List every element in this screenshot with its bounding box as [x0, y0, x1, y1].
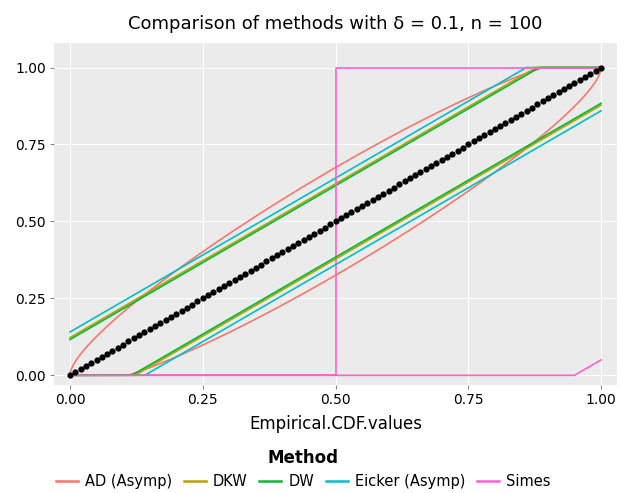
Legend: AD (Asymp), DKW, DW, Eicker (Asymp), Simes: AD (Asymp), DKW, DW, Eicker (Asymp), Sim…	[50, 443, 557, 493]
Title: Comparison of methods with δ = 0.1, n = 100: Comparison of methods with δ = 0.1, n = …	[129, 15, 543, 33]
X-axis label: Empirical.CDF.values: Empirical.CDF.values	[249, 415, 422, 433]
